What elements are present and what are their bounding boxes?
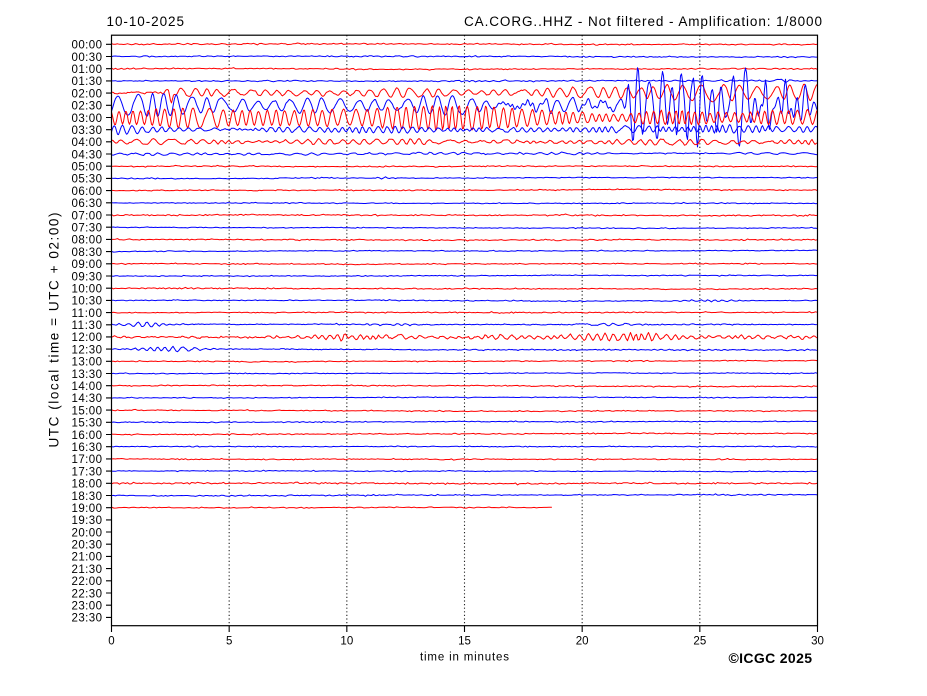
svg-text:10:30: 10:30 — [72, 296, 103, 308]
svg-text:05:30: 05:30 — [72, 174, 103, 186]
svg-text:19:00: 19:00 — [72, 503, 103, 515]
svg-text:21:00: 21:00 — [72, 552, 103, 564]
svg-text:13:00: 13:00 — [72, 357, 103, 369]
svg-text:11:30: 11:30 — [72, 320, 103, 332]
svg-text:14:00: 14:00 — [72, 381, 103, 393]
svg-text:10: 10 — [340, 636, 353, 648]
svg-text:08:00: 08:00 — [72, 235, 103, 247]
svg-text:03:00: 03:00 — [72, 113, 103, 125]
svg-text:18:00: 18:00 — [72, 479, 103, 491]
svg-text:17:30: 17:30 — [72, 466, 103, 478]
svg-text:20:30: 20:30 — [72, 540, 103, 552]
svg-text:21:30: 21:30 — [72, 564, 103, 576]
svg-text:05:00: 05:00 — [72, 162, 103, 174]
svg-text:23:30: 23:30 — [72, 613, 103, 625]
svg-text:©ICGC 2025: ©ICGC 2025 — [729, 650, 813, 666]
svg-text:22:00: 22:00 — [72, 576, 103, 588]
svg-text:11:00: 11:00 — [72, 308, 103, 320]
svg-text:10-10-2025: 10-10-2025 — [107, 14, 185, 29]
svg-text:22:30: 22:30 — [72, 588, 103, 600]
svg-text:CA.CORG..HHZ - Not filtered -: CA.CORG..HHZ - Not filtered - Amplificat… — [464, 14, 822, 29]
svg-text:00:30: 00:30 — [72, 52, 103, 64]
svg-text:13:30: 13:30 — [72, 369, 103, 381]
svg-text:30: 30 — [811, 636, 824, 648]
svg-text:15: 15 — [458, 636, 471, 648]
svg-text:12:00: 12:00 — [72, 332, 103, 344]
svg-text:15:30: 15:30 — [72, 418, 103, 430]
svg-text:04:30: 04:30 — [72, 149, 103, 161]
svg-text:01:30: 01:30 — [72, 76, 103, 88]
svg-text:20: 20 — [576, 636, 589, 648]
svg-text:02:00: 02:00 — [72, 88, 103, 100]
svg-text:09:00: 09:00 — [72, 259, 103, 271]
svg-text:00:00: 00:00 — [72, 40, 103, 52]
svg-text:20:00: 20:00 — [72, 527, 103, 539]
svg-text:25: 25 — [693, 636, 706, 648]
svg-text:18:30: 18:30 — [72, 491, 103, 503]
svg-text:04:00: 04:00 — [72, 137, 103, 149]
svg-text:10:00: 10:00 — [72, 284, 103, 296]
svg-text:01:00: 01:00 — [72, 64, 103, 76]
svg-text:0: 0 — [108, 636, 114, 648]
svg-text:12:30: 12:30 — [72, 344, 103, 356]
svg-text:UTC (local time = UTC + 02:00): UTC (local time = UTC + 02:00) — [47, 213, 62, 448]
svg-text:15:00: 15:00 — [72, 405, 103, 417]
svg-text:17:00: 17:00 — [72, 454, 103, 466]
svg-text:06:30: 06:30 — [72, 198, 103, 210]
svg-text:06:00: 06:00 — [72, 186, 103, 198]
svg-text:03:30: 03:30 — [72, 125, 103, 137]
svg-text:19:30: 19:30 — [72, 515, 103, 527]
svg-text:16:00: 16:00 — [72, 430, 103, 442]
svg-text:time in minutes: time in minutes — [420, 652, 509, 664]
svg-text:23:00: 23:00 — [72, 601, 103, 613]
svg-text:5: 5 — [226, 636, 232, 648]
svg-text:02:30: 02:30 — [72, 101, 103, 113]
svg-text:09:30: 09:30 — [72, 271, 103, 283]
svg-text:08:30: 08:30 — [72, 247, 103, 259]
svg-text:14:30: 14:30 — [72, 393, 103, 405]
svg-text:07:00: 07:00 — [72, 210, 103, 222]
svg-text:07:30: 07:30 — [72, 223, 103, 235]
svg-text:16:30: 16:30 — [72, 442, 103, 454]
